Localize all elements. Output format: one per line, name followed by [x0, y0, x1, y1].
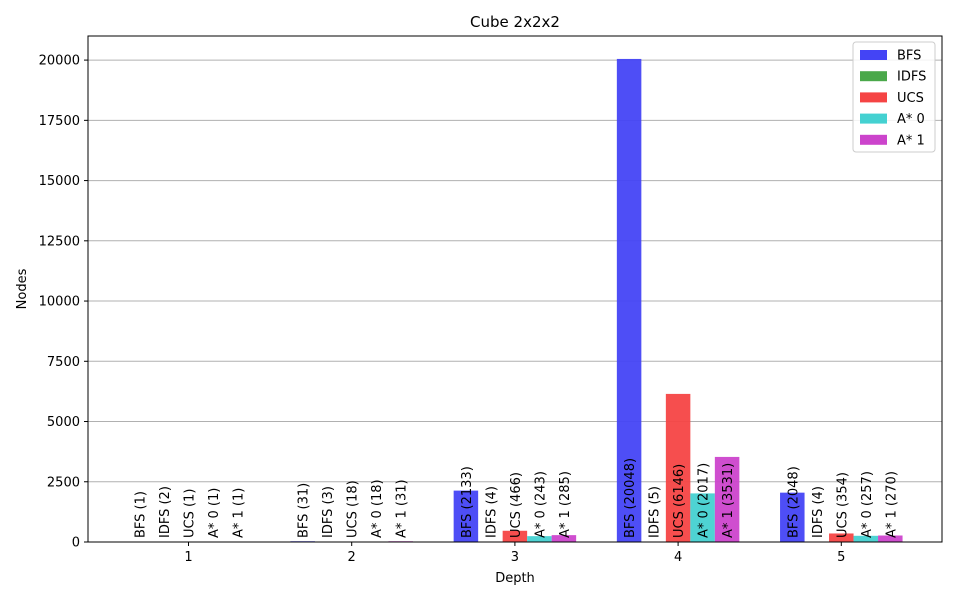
bar	[527, 536, 552, 542]
y-tick-label: 7500	[47, 355, 80, 370]
legend-entry: IDFS	[897, 70, 926, 85]
x-tick-label: 3	[511, 550, 519, 565]
bar-value-label: A* 0 (2017)	[697, 463, 712, 538]
y-tick-label: 15000	[39, 174, 80, 189]
legend-entry: UCS	[897, 91, 924, 106]
y-axis-label: Nodes	[15, 268, 30, 309]
legend-box	[852, 41, 936, 153]
legend-entry: A* 1	[897, 133, 925, 148]
bar-value-label: A* 1 (285)	[558, 471, 573, 538]
bar-value-label: UCS (18)	[346, 480, 361, 538]
bar-value-label: UCS (466)	[509, 472, 524, 538]
bar-value-label: UCS (354)	[835, 472, 850, 538]
legend-swatch	[860, 134, 887, 145]
bar	[502, 530, 528, 542]
bar	[780, 492, 805, 542]
legend-swatch	[860, 50, 887, 60]
y-tick-label: 12500	[39, 234, 80, 249]
legend-entry: BFS	[897, 49, 921, 64]
bar	[551, 535, 577, 542]
legend-swatch	[860, 71, 887, 82]
y-tick-label: 2500	[47, 475, 80, 490]
legend-swatch	[860, 92, 887, 103]
x-tick-label: 4	[674, 550, 682, 565]
bar	[714, 456, 740, 542]
x-axis-label: Depth	[495, 571, 535, 586]
bar-labels: BFS (1) BFS (31) BFS (2133) BFS (20048) BFS …	[134, 458, 900, 538]
bar-value-label: A* 0 (243)	[533, 471, 548, 538]
x-tick-label: 2	[348, 550, 356, 565]
bar-value-label: A* 1 (270)	[884, 471, 899, 538]
bar-value-label: A* 1 (1)	[232, 488, 247, 538]
bar	[853, 535, 879, 542]
bar-value-label: A* 1 (31)	[395, 479, 410, 538]
y-tick-label: 5000	[47, 415, 80, 430]
bar	[878, 535, 903, 542]
y-tick-label: 20000	[39, 54, 80, 69]
legend: BFS IDFS UCS A* 0 A* 1	[852, 41, 936, 153]
bar	[665, 393, 691, 542]
bar	[690, 493, 715, 542]
bar-value-label: IDFS (4)	[811, 486, 826, 538]
legend-swatch	[860, 113, 887, 124]
bar-value-label: BFS (31)	[297, 483, 312, 538]
bar-value-label: IDFS (2)	[158, 486, 173, 538]
bar-value-label: UCS (1)	[183, 489, 198, 538]
bar-value-label: BFS (2133)	[460, 466, 475, 538]
bar-value-label: IDFS (3)	[321, 486, 336, 538]
bars	[127, 58, 903, 543]
bar-value-label: IDFS (5)	[648, 486, 663, 538]
plot-frame	[87, 35, 943, 543]
bar-value-label: IDFS (4)	[484, 486, 499, 538]
grid-lines	[88, 59, 942, 543]
legend-entry: A* 0	[897, 112, 925, 127]
bar	[453, 490, 479, 542]
y-tick-label: 0	[72, 536, 80, 551]
bar-value-label: UCS (6146)	[672, 464, 687, 538]
bar-value-label: A* 0 (257)	[860, 471, 875, 538]
chart-title: Cube 2x2x2	[470, 13, 560, 31]
bar-value-label: BFS (2048)	[786, 466, 801, 538]
y-axis: 0 2500 5000 7500 10000 12500 15000 17500 20000	[39, 54, 88, 551]
bar-value-label: A* 1 (3531)	[721, 463, 736, 538]
x-tick-label: 5	[837, 550, 845, 565]
y-tick-label: 17500	[39, 114, 80, 129]
bar-value-label: A* 0 (18)	[370, 479, 385, 538]
x-axis: 1 2 3 4 5	[184, 542, 845, 565]
bar-value-label: BFS (20048)	[623, 458, 638, 538]
bar	[616, 58, 642, 543]
bar-value-label: A* 0 (1)	[207, 488, 222, 538]
bar	[829, 533, 854, 542]
bar-value-label: BFS (1)	[134, 491, 149, 538]
x-tick-label: 1	[184, 550, 192, 565]
y-tick-label: 10000	[39, 295, 80, 310]
